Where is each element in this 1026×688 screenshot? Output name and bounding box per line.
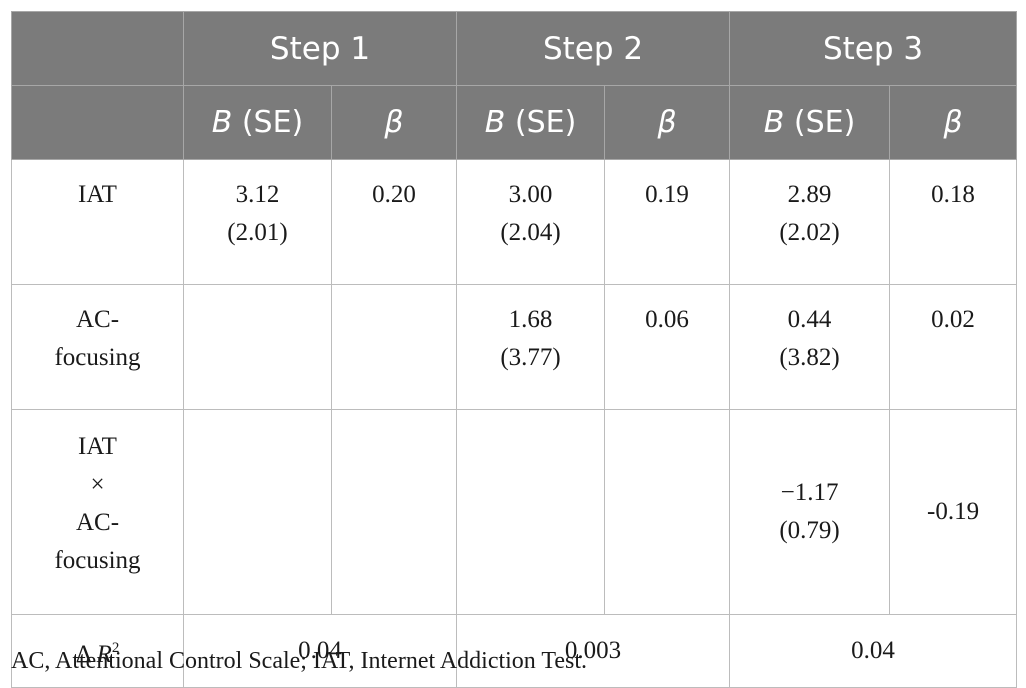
b-se-cell <box>183 409 332 615</box>
delta-r2-step-2: 0.003 <box>456 614 731 688</box>
header-beta-1: β <box>330 85 458 160</box>
delta-r2-step-1: 0.04 <box>182 614 458 688</box>
b-se-cell: 3.00 (2.04) <box>456 159 606 285</box>
table-row-ac-focusing: AC- focusing 1.68 (3.77) 0.06 0.44 (3.82) … <box>11 284 1018 410</box>
b-se-cell: 1.68 (3.77) <box>456 284 606 410</box>
table-footnote: AC, Attentional Control Scale; IAT, Inte… <box>11 648 588 674</box>
row-label: IAT × AC- focusing <box>11 409 184 615</box>
header-step-3: Step 3 <box>729 11 1018 86</box>
header-row-subcols: B (SE) β B (SE) β B (SE) β <box>11 85 1018 160</box>
beta-cell <box>330 284 458 410</box>
delta-r2-step-3: 0.04 <box>729 614 1018 688</box>
beta-cell: 0.20 <box>330 159 458 285</box>
b-se-cell: −1.17 (0.79) <box>729 409 891 615</box>
table-row-iat: IAT 3.12 (2.01) 0.20 3.00 (2.04) 0.19 2.89… <box>11 159 1018 285</box>
header-corner <box>11 11 184 86</box>
beta-cell <box>330 409 458 615</box>
beta-cell: 0.02 <box>889 284 1018 410</box>
header-step-2: Step 2 <box>456 11 731 86</box>
table-row-interaction: IAT × AC- focusing −1.17 (0.79) -0.19 <box>11 409 1018 615</box>
beta-cell <box>604 409 731 615</box>
b-se-cell <box>456 409 606 615</box>
beta-cell: 0.06 <box>604 284 731 410</box>
row-label: IAT <box>11 159 184 285</box>
header-b-se-1: B (SE) <box>183 85 332 160</box>
header-beta-2: β <box>604 85 731 160</box>
b-se-cell <box>183 284 332 410</box>
row-label: AC- focusing <box>11 284 184 410</box>
header-b-se-3: B (SE) <box>729 85 891 160</box>
b-se-cell: 2.89 (2.02) <box>729 159 891 285</box>
header-beta-3: β <box>889 85 1018 160</box>
beta-cell: -0.19 <box>889 409 1018 615</box>
header-b-se-2: B (SE) <box>456 85 606 160</box>
regression-table: Step 1 Step 2 Step 3 B (SE) β B (SE) β B… <box>11 11 1018 688</box>
table-row-delta-r2: Δ R2 0.04 0.003 0.04 <box>11 614 1018 688</box>
b-se-cell: 0.44 (3.82) <box>729 284 891 410</box>
beta-cell: 0.19 <box>604 159 731 285</box>
beta-cell: 0.18 <box>889 159 1018 285</box>
delta-r2-label: Δ R2 <box>11 614 184 688</box>
header-row-steps: Step 1 Step 2 Step 3 <box>11 11 1018 86</box>
b-se-cell: 3.12 (2.01) <box>183 159 332 285</box>
header-step-1: Step 1 <box>182 11 458 86</box>
header-corner-2 <box>11 85 184 160</box>
